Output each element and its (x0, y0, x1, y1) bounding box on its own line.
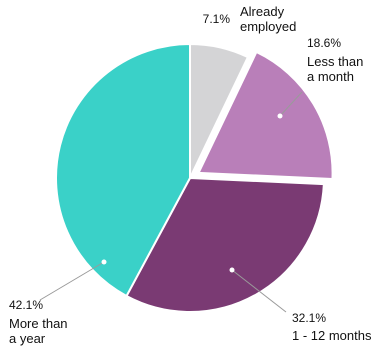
slice-percent-label-2: 18.6% (307, 36, 341, 50)
slice-percent-label-4: 42.1% (9, 298, 43, 312)
leader-line-3 (231, 269, 287, 313)
slice-percent-label-1: 7.1% (203, 12, 231, 26)
pie-slice-3 (125, 176, 325, 313)
slice-name-label-1: employed (240, 19, 296, 34)
leader-dot-2 (277, 113, 283, 119)
slice-name-label-4: More than (9, 316, 68, 331)
slice-percent-label-3: 32.1% (292, 311, 326, 325)
slice-name-label-3: 1 - 12 months (292, 328, 372, 343)
slice-name-label-2: a month (307, 69, 354, 84)
slice-name-label-1: Already (240, 4, 285, 19)
leader-dot-4 (101, 259, 107, 265)
leader-lines (39, 91, 303, 313)
slice-name-label-2: Less than (307, 54, 363, 69)
pie-slice-4 (55, 42, 191, 298)
leader-line-4 (39, 261, 105, 301)
leader-line-2 (279, 91, 303, 117)
pie-slice-2 (197, 50, 334, 181)
pie-slices (55, 42, 334, 313)
slice-name-label-4: a year (9, 331, 46, 346)
leader-dot-3 (229, 267, 235, 273)
